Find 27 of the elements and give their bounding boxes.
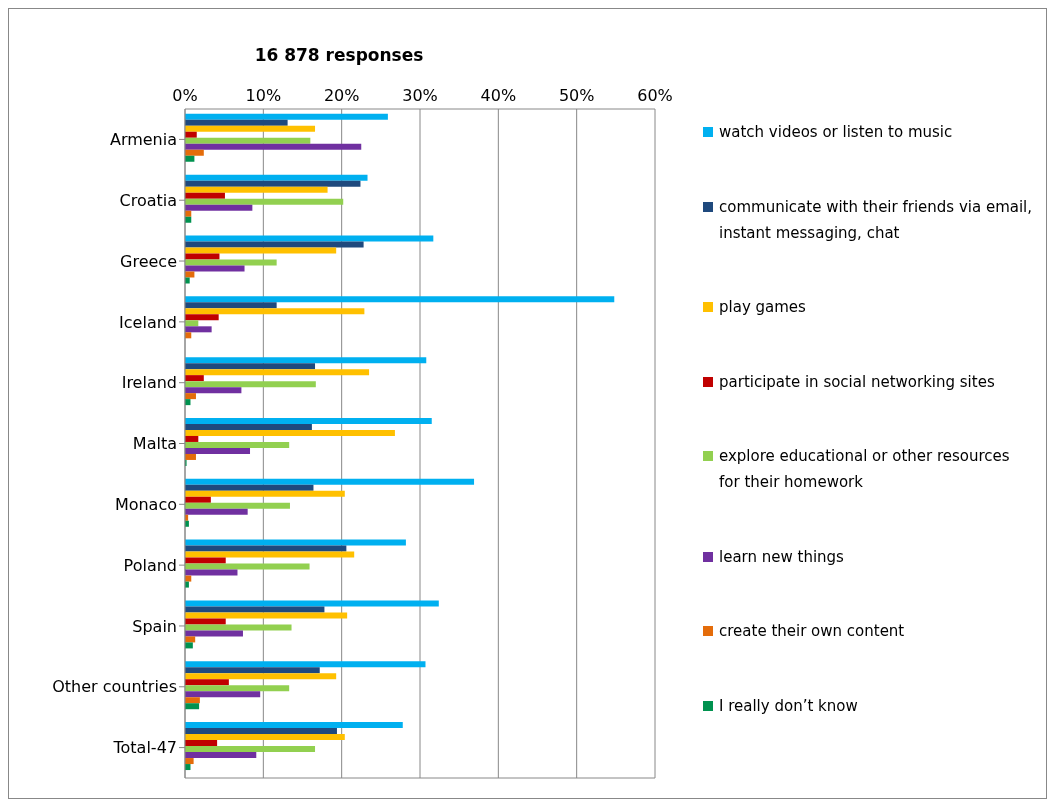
x-tick-label: 50%: [558, 86, 595, 105]
y-tick-label: Monaco: [114, 495, 177, 514]
legend-label: I really don’t know: [719, 695, 858, 717]
x-tick-label: 0%: [172, 86, 198, 105]
y-tick-label: Iceland: [119, 312, 177, 332]
x-tick-label: 10%: [245, 86, 282, 105]
y-tick-label: Other countries: [52, 677, 177, 697]
x-tick-label: 20%: [323, 86, 360, 105]
y-tick-label: Greece: [120, 251, 177, 271]
legend-label: participate in social networking sites: [719, 371, 995, 393]
legend-label: watch videos or listen to music: [719, 122, 953, 143]
y-tick-label: Poland: [123, 555, 177, 575]
y-tick-label: Armenia: [109, 130, 177, 150]
legend-label: explore educational or other resources for their homework: [719, 446, 1011, 494]
y-tick-label: Croatia: [119, 190, 177, 210]
legend-label: play games: [719, 297, 806, 319]
legend-label: communicate with their friends via email, instant messaging, chat: [719, 196, 1033, 244]
x-tick-label: 40%: [480, 86, 517, 105]
legend-label: create their own content: [719, 621, 905, 643]
y-tick-label: Malta: [132, 434, 177, 454]
x-tick-label: 30%: [402, 86, 438, 105]
x-tick-label: 60%: [637, 86, 673, 105]
legend-label: learn new things: [719, 546, 844, 568]
chart-title: 16 878 responses: [253, 45, 425, 65]
y-tick-label: Ireland: [121, 373, 177, 393]
y-tick-label: Spain: [132, 616, 177, 636]
y-tick-label: Total-47: [112, 738, 177, 758]
